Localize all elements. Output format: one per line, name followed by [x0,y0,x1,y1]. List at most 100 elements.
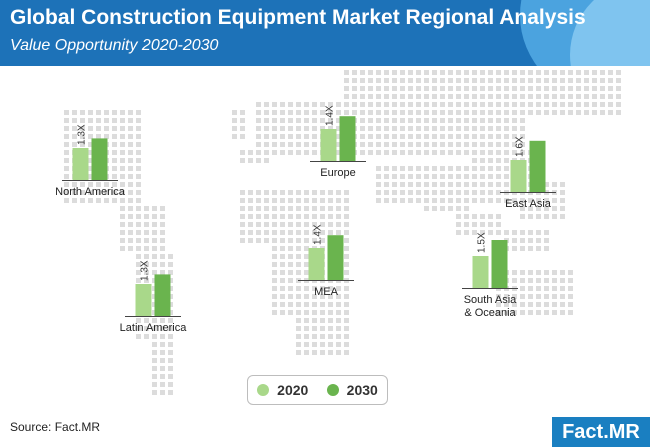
map-dot [312,318,317,323]
map-dot [272,102,277,107]
map-dot [504,94,509,99]
map-dot [96,126,101,131]
map-dot [472,166,477,171]
map-dot [528,102,533,107]
map-dot [464,206,469,211]
map-dot [504,158,509,163]
map-dot [160,342,165,347]
map-dot [424,70,429,75]
map-dot [280,294,285,299]
map-dot [304,198,309,203]
map-dot [360,102,365,107]
map-dot [312,110,317,115]
map-dot [344,110,349,115]
map-dot [288,214,293,219]
map-dot [72,126,77,131]
map-dot [496,158,501,163]
map-dot [512,134,517,139]
map-dot [392,174,397,179]
map-dot [344,230,349,235]
map-dot [536,214,541,219]
map-dot [296,246,301,251]
map-dot [336,286,341,291]
map-dot [512,238,517,243]
map-dot [520,214,525,219]
map-dot [512,78,517,83]
map-dot [312,150,317,155]
map-dot [288,110,293,115]
map-dot [440,198,445,203]
map-dot [64,126,69,131]
map-dot [384,86,389,91]
map-dot [112,150,117,155]
map-dot [560,102,565,107]
map-dot [472,214,477,219]
map-dot [72,134,77,139]
map-dot [104,126,109,131]
map-dot [560,86,565,91]
map-dot [448,166,453,171]
region-name: MEA [314,286,339,298]
map-dot [280,150,285,155]
map-dot [160,206,165,211]
map-dot [104,110,109,115]
map-dot [392,110,397,115]
map-dot [144,278,149,283]
map-dot [456,214,461,219]
map-dot [504,166,509,171]
map-dot [352,86,357,91]
map-dot [280,198,285,203]
map-dot [440,166,445,171]
map-dot [368,78,373,83]
map-dot [296,318,301,323]
map-dot [520,238,525,243]
map-dot [432,182,437,187]
map-dot [240,118,245,123]
map-dot [432,166,437,171]
region-latin-america: 1.3X Latin America [120,260,188,334]
map-dot [456,198,461,203]
map-dot [152,262,157,267]
map-dot [440,118,445,123]
map-dot [376,190,381,195]
map-dot [336,326,341,331]
map-dot [472,118,477,123]
map-dot [160,246,165,251]
map-dot [320,238,325,243]
map-dot [536,230,541,235]
map-dot [280,238,285,243]
map-dot [568,94,573,99]
map-dot [544,78,549,83]
region-east-asia: 1.6X East Asia [500,136,556,210]
map-dot [480,198,485,203]
map-dot [256,134,261,139]
map-dot [344,334,349,339]
map-dot [280,246,285,251]
map-dot [432,190,437,195]
map-dot [472,86,477,91]
map-dot [344,262,349,267]
map-dot [496,230,501,235]
map-dot [544,286,549,291]
map-dot [272,150,277,155]
map-dot [168,382,173,387]
map-dot [536,206,541,211]
growth-label: 1.6X [515,136,526,157]
map-dot [472,70,477,75]
map-dot [360,86,365,91]
map-dot [112,198,117,203]
map-dot [160,238,165,243]
map-dot [344,198,349,203]
map-dot [312,118,317,123]
map-dot [504,294,509,299]
map-dot [432,198,437,203]
map-dot [504,134,509,139]
map-dot [152,318,157,323]
map-dot [424,118,429,123]
map-dot [392,86,397,91]
map-dot [560,94,565,99]
map-dot [480,150,485,155]
map-dot [272,262,277,267]
region-name: Latin America [120,322,188,334]
region-mea: 1.4X MEA [298,224,354,298]
